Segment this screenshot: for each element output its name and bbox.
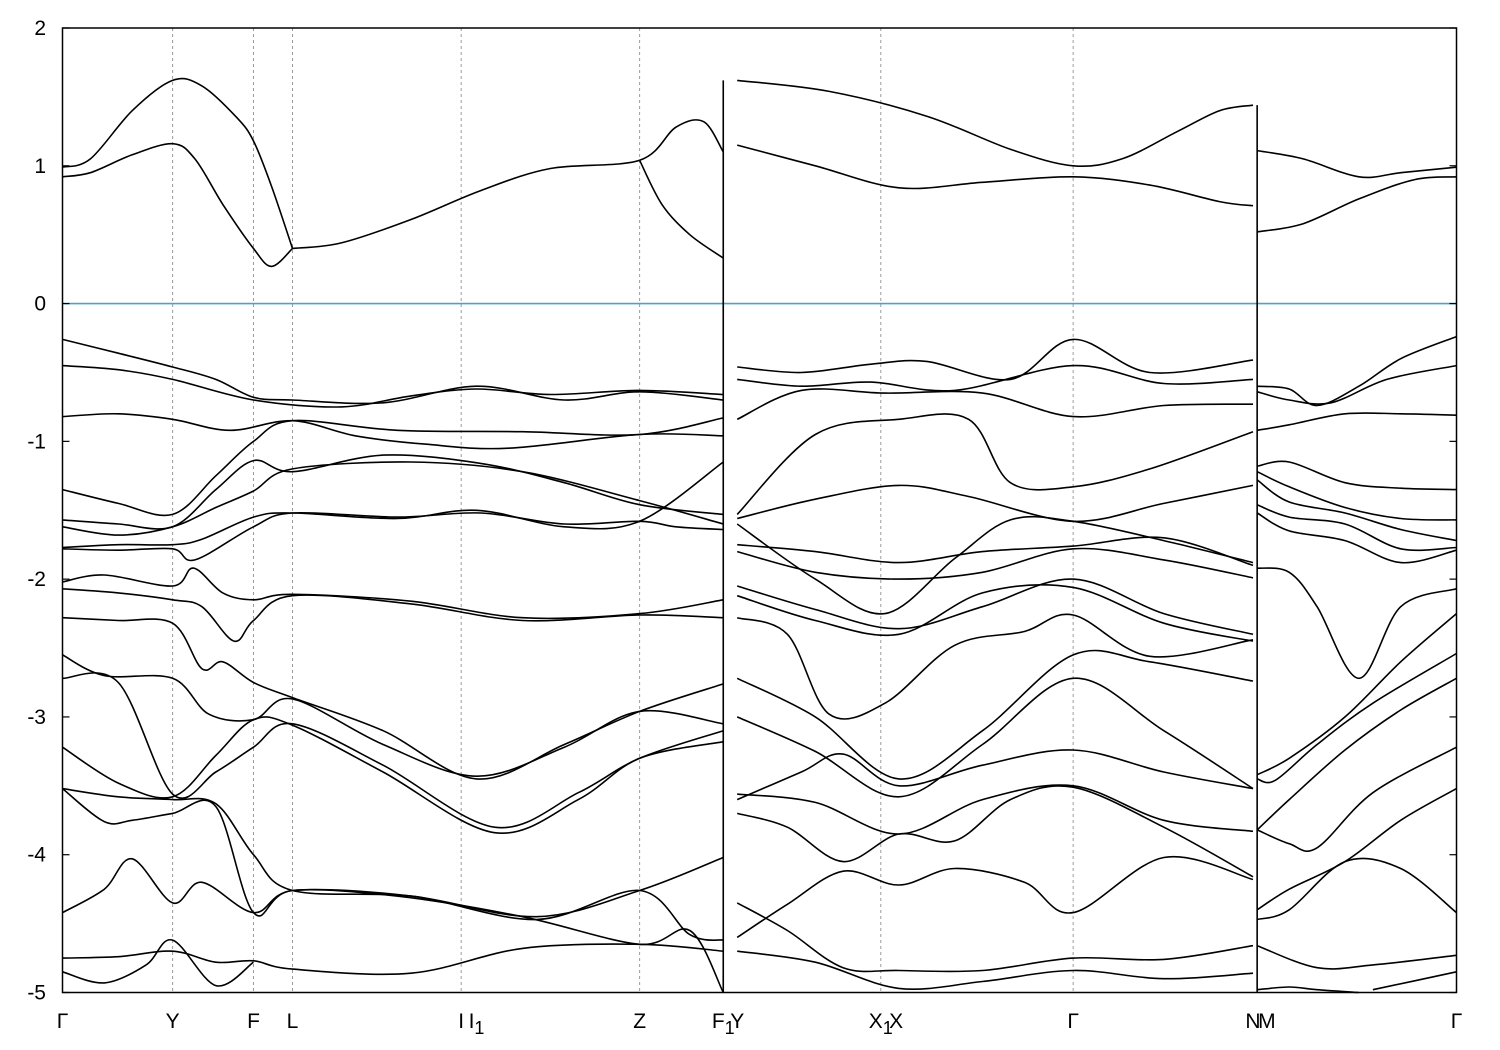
band-line-37 [736, 613, 1254, 720]
band-line-40 [736, 749, 1254, 801]
y-axis: 2 1 0 -1 -2 -3 -4 -5 [27, 17, 1457, 1005]
bands [62, 77, 1458, 994]
kpoint-label-1: Y [166, 1010, 180, 1033]
kpoint-label-12: N [1245, 1010, 1260, 1033]
band-line-58 [1256, 746, 1457, 852]
y-tick-label-2: 0 [34, 293, 46, 316]
band-line-48 [1257, 412, 1457, 432]
band-line-34 [736, 547, 1254, 580]
band-line-17 [62, 588, 724, 642]
kpoint-label-3: L [287, 1010, 299, 1033]
kpoint-label-8: Y [730, 1010, 744, 1033]
band-line-7 [1257, 176, 1457, 233]
plot-frame [61, 27, 1458, 994]
y-tick-label-1: 1 [34, 155, 46, 178]
band-line-56 [1256, 652, 1457, 784]
band-line-31 [737, 484, 1254, 523]
band-line-49 [1257, 460, 1457, 491]
band-line-19 [62, 654, 724, 778]
band-line-15 [62, 511, 724, 562]
kpoint-subscript-5: 1 [474, 1018, 484, 1038]
band-line-60 [1256, 857, 1457, 921]
band-line-11 [62, 417, 724, 517]
kpoint-subscript-9: 1 [883, 1018, 893, 1038]
band-line-63 [1372, 971, 1457, 991]
band-line-51 [1256, 479, 1457, 542]
band-line-33 [737, 536, 1254, 567]
band-line-39 [736, 677, 1254, 798]
band-line-21 [62, 716, 724, 835]
band-line-14 [62, 461, 724, 549]
band-line-38 [736, 649, 1254, 780]
kpoint-label-10: X [889, 1010, 903, 1033]
band-line-29 [736, 388, 1254, 421]
band-line-28 [737, 364, 1254, 392]
kpoint-label-0: Γ [57, 1010, 69, 1033]
band-line-18 [62, 616, 724, 780]
band-line-36 [736, 584, 1254, 642]
band-line-62 [1257, 986, 1359, 994]
band-line-43 [736, 855, 1254, 939]
band-line-13 [62, 461, 724, 536]
band-line-5 [736, 144, 1254, 207]
band-line-53 [1256, 512, 1457, 564]
band-line-42 [736, 785, 1254, 878]
kpoint-label-14: Γ [1451, 1010, 1463, 1033]
band-line-32 [736, 515, 1254, 615]
band-line-9 [62, 364, 724, 408]
band-line-47 [1257, 364, 1457, 405]
kpoint-label-11: Γ [1067, 1010, 1079, 1033]
band-line-61 [1256, 944, 1457, 970]
band-line-46 [1257, 335, 1457, 407]
band-line-3 [638, 159, 724, 259]
y-tick-label-0: 2 [34, 17, 46, 40]
kpoint-label-6: Z [633, 1010, 646, 1033]
kpoint-label-4: I [458, 1010, 464, 1033]
band-line-6 [1257, 149, 1457, 179]
band-line-26 [62, 939, 254, 987]
band-line-25 [62, 943, 724, 976]
band-line-30 [736, 413, 1254, 515]
band-line-54 [1257, 567, 1457, 680]
band-line-16 [62, 567, 724, 620]
kpoint-subscript-7: 1 [725, 1018, 735, 1038]
band-line-44 [736, 902, 1254, 973]
y-tick-label-5: -3 [27, 706, 46, 729]
band-line-1 [62, 142, 294, 268]
band-line-27 [737, 338, 1254, 381]
band-line-2 [292, 119, 724, 250]
band-line-50 [1256, 470, 1457, 521]
band-line-57 [1256, 677, 1457, 831]
x-axis: Γ Y F L I I1 Z F1Y X1X Γ NM Γ [57, 1010, 1463, 1038]
band-line-10 [62, 412, 724, 450]
band-line-8 [62, 338, 724, 405]
kpoint-label-13: M [1258, 1010, 1276, 1033]
band-line-55 [1256, 612, 1458, 776]
path-breaks [722, 80, 1258, 993]
band-line-20 [62, 672, 724, 829]
band-line-35 [736, 578, 1254, 636]
y-tick-label-6: -4 [27, 844, 46, 867]
band-line-52 [1256, 503, 1457, 552]
y-tick-label-7: -5 [27, 982, 46, 1005]
band-line-45 [737, 950, 1254, 990]
band-line-41 [737, 784, 1254, 835]
y-tick-label-3: -1 [27, 430, 46, 453]
band-line-4 [737, 79, 1254, 167]
kpoint-label-2: F [247, 1010, 260, 1033]
y-tick-label-4: -2 [27, 568, 46, 591]
band-line-0 [62, 77, 294, 249]
